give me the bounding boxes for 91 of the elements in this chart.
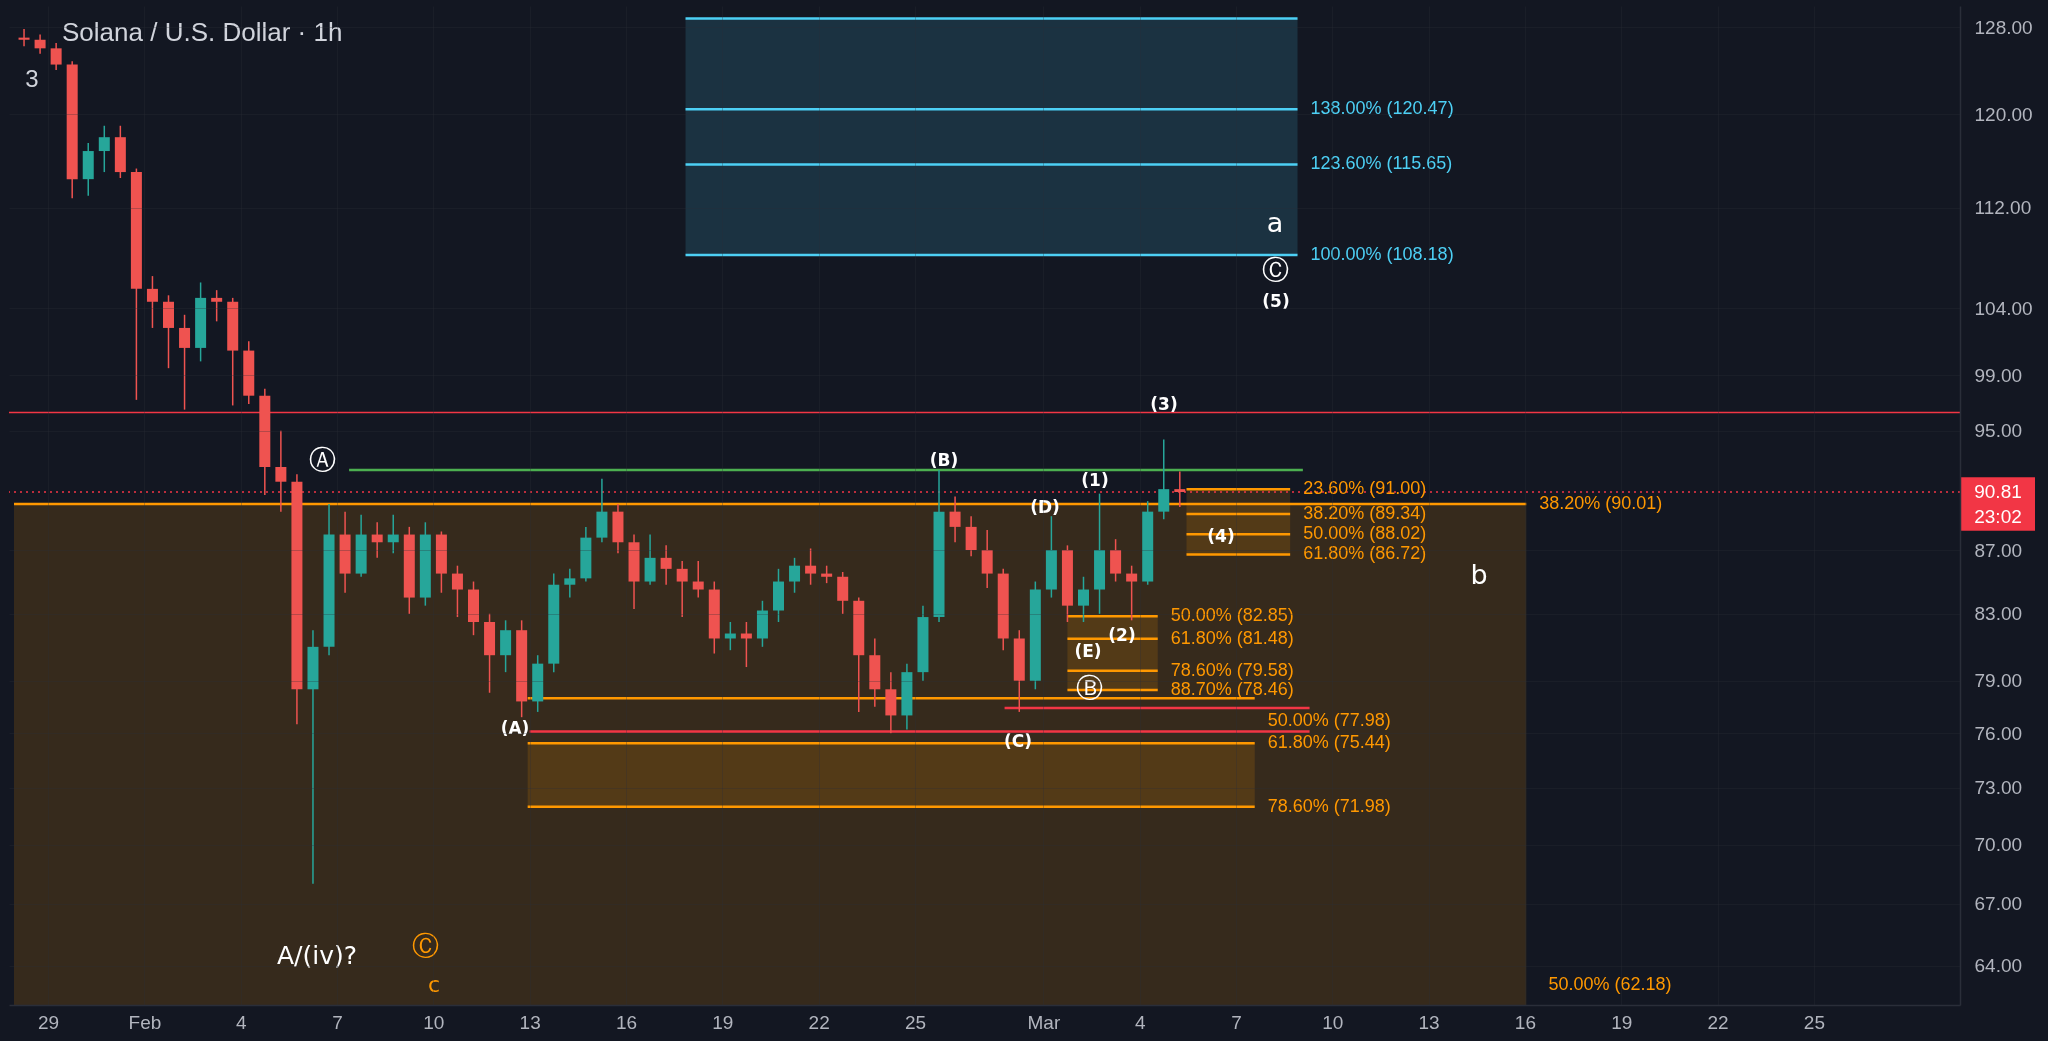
candlestick [1158,438,1170,520]
x-tick-label: 25 [1803,1011,1825,1033]
x-tick-label: 19 [1611,1011,1633,1033]
series-label: 23.60% (91.00) [1303,478,1427,499]
annotation: (5) [1262,291,1290,311]
candlestick [965,515,977,558]
series-label: 50.00% (88.02) [1303,523,1427,544]
candlestick [789,557,801,594]
candlestick [371,521,383,559]
ref-line-label: 90.81 [1974,480,2022,502]
x-tick-label: 7 [1231,1011,1242,1033]
y-tick-label: 112.00 [1974,197,2032,219]
candlestick [34,33,46,55]
candlestick [949,495,961,544]
series-label: 50.00% (77.98) [1267,710,1391,731]
y-tick-label: 76.00 [1974,722,2023,744]
candlestick [981,529,993,589]
series-label: 61.80% (86.72) [1303,543,1427,564]
y-tick-label: 73.00 [1974,777,2023,799]
x-tick-label: 16 [615,1011,638,1033]
y-tick-label: 83.00 [1974,603,2023,625]
candlestick [1077,576,1089,623]
annotation: (E) [1074,641,1102,661]
annotation: (3) [1150,394,1178,414]
series-label: 138.00% (120.47) [1310,98,1454,119]
candlestick [660,544,672,586]
x-tick-label: Feb [128,1011,162,1033]
y-tick-label: 95.00 [1974,420,2023,442]
x-tick-label: 10 [423,1011,445,1033]
y-tick-label: 99.00 [1974,364,2023,386]
candlestick [18,28,30,47]
annotation: Ⓒ [411,930,439,961]
series-label: 61.80% (81.48) [1170,627,1294,648]
candlestick [98,125,110,173]
annotation: (1) [1081,470,1109,490]
candlestick [1110,538,1122,583]
x-tick-label: 19 [712,1011,734,1033]
x-tick-label: 29 [38,1011,60,1033]
series-label: 78.60% (79.58) [1170,659,1294,680]
candlestick [676,560,688,618]
annotation: 50.00% (62.18) [1548,974,1672,994]
annotation: (B) [929,450,959,470]
y-tick-label: 120.00 [1974,103,2033,125]
candlestick [692,560,704,599]
y-tick-label: 67.00 [1974,893,2023,915]
annotation: 3 [25,65,39,92]
series-label: 61.80% (75.44) [1267,732,1391,753]
series-label: 123.60% (115.65) [1310,153,1453,174]
y-tick-label: 128.00 [1974,16,2033,38]
x-tick-label: 22 [1707,1011,1729,1033]
candlestick [179,314,191,411]
text: 23:02 [1974,505,2022,527]
annotation: Ⓐ [308,444,336,475]
annotation: (A) [500,718,530,738]
candlestick [1174,470,1186,508]
candlestick [211,289,223,323]
x-tick-label: 25 [904,1011,927,1033]
y-tick-label: 104.00 [1974,297,2033,319]
candlestick [451,564,463,618]
x-tick-label: 16 [1514,1011,1536,1033]
annotation: A/(iv)? [276,941,358,970]
chart-title: Solana / U.S. Dollar · 1h [62,17,343,47]
candlestick [805,547,817,586]
candlestick [50,42,62,71]
series-label: 78.60% (71.98) [1267,795,1391,816]
annotation: c [427,972,441,997]
candlestick [275,430,287,513]
x-tick-label: 13 [1418,1011,1440,1033]
x-tick-label: 7 [332,1011,343,1033]
candlestick [146,275,158,329]
y-tick-label: 87.00 [1974,539,2023,561]
x-tick-label: Mar [1027,1011,1061,1033]
candlestick [644,533,656,586]
x-tick-label: 13 [519,1011,541,1033]
annotation: Ⓒ [1261,254,1289,285]
x-tick-label: 10 [1322,1011,1344,1033]
candlestick [564,568,576,599]
series-label: 38.20% (90.01) [1539,492,1663,513]
annotation: b [1470,559,1488,590]
x-tick-label: 4 [1134,1011,1146,1033]
series-label: 50.00% (82.85) [1170,605,1294,626]
y-tick-label: 64.00 [1974,955,2023,977]
annotation: a [1266,207,1284,238]
x-tick-label: 22 [808,1011,830,1033]
candlestick [387,513,399,554]
x-tick-label: 4 [235,1011,247,1033]
y-tick-label: 79.00 [1974,670,2023,692]
candlestick [1126,564,1138,622]
series-label: 38.20% (89.34) [1303,503,1427,524]
y-tick-label: 70.00 [1974,834,2023,856]
series-label: 100.00% (108.18) [1310,243,1454,264]
